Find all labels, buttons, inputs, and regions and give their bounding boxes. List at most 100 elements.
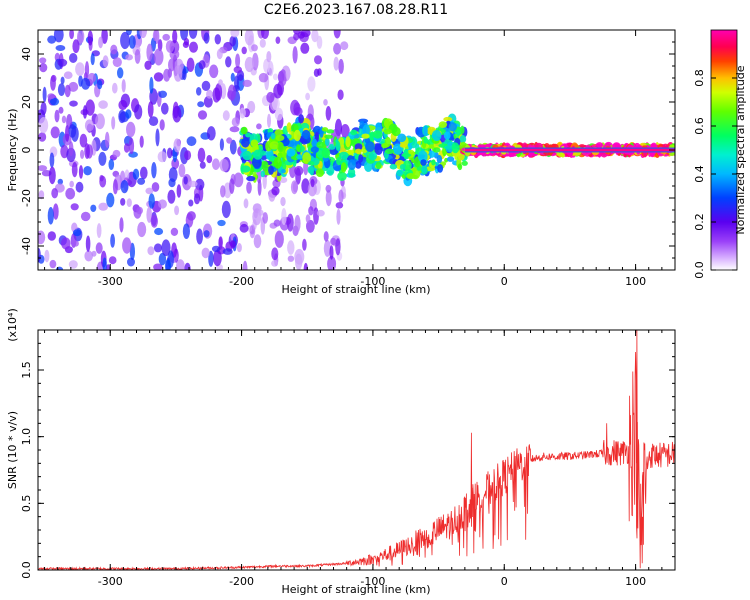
x-tick-label: -100 <box>360 275 385 288</box>
heatmap-cell <box>423 136 428 144</box>
heatmap-cell <box>99 175 107 188</box>
colorbar-frame <box>710 29 738 271</box>
spectrogram-x-label: Height of straight line (km) <box>281 283 430 296</box>
heatmap-cell <box>193 193 201 205</box>
heatmap-cell <box>338 189 344 204</box>
heatmap-cell <box>110 44 118 55</box>
heatmap-cell <box>229 35 236 47</box>
heatmap-cell <box>286 213 294 232</box>
heatmap-cell <box>329 245 334 260</box>
heatmap-cell <box>184 150 192 161</box>
heatmap-cell <box>234 75 239 91</box>
heatmap-cell <box>245 132 252 138</box>
heatmap-cell <box>64 84 71 98</box>
heatmap-cell <box>157 39 163 52</box>
heatmap-cell <box>118 99 128 111</box>
heatmap-cell <box>197 101 205 108</box>
heatmap-cell <box>69 100 78 107</box>
heatmap-cell <box>347 149 355 154</box>
heatmap-cell <box>68 141 74 157</box>
colorbar-tick-label: 0.6 <box>693 117 706 135</box>
heatmap-cell <box>197 147 206 163</box>
heatmap-cell <box>337 171 347 181</box>
heatmap-cell <box>316 209 325 217</box>
heatmap-cell <box>121 79 126 93</box>
heatmap-cell <box>355 161 362 169</box>
heatmap-cell <box>201 80 211 91</box>
heatmap-cell <box>244 56 255 73</box>
heatmap-cell <box>44 249 50 263</box>
snr-y-label: SNR (10 * v/v) <box>6 411 19 489</box>
colorbar: 0.0 0.2 0.4 0.6 0.8 Normalized spectral ampl… <box>693 29 747 279</box>
heatmap-cell <box>98 202 108 211</box>
heatmap-cell <box>48 166 56 185</box>
heatmap-cell <box>359 120 365 128</box>
heatmap-cell <box>70 203 79 211</box>
heatmap-cell <box>229 126 240 133</box>
heatmap-cell <box>241 137 250 148</box>
heatmap-cell <box>61 115 67 124</box>
heatmap-cell <box>163 68 171 82</box>
heatmap-cell <box>85 99 95 116</box>
heatmap-cell <box>268 165 274 175</box>
y-tick-label: 20 <box>20 95 33 109</box>
y-tick-label: -40 <box>20 237 33 255</box>
heatmap-cell <box>347 159 356 171</box>
heatmap-cell <box>323 99 328 106</box>
x-tick-label: 0 <box>501 575 508 588</box>
heatmap-cell <box>348 167 356 178</box>
snr-x-label: Height of straight line (km) <box>281 583 430 596</box>
heatmap-cell <box>61 237 71 250</box>
heatmap-cell <box>188 199 194 207</box>
heatmap-cell <box>39 57 47 64</box>
heatmap-cell <box>106 192 115 208</box>
heatmap-cell <box>270 132 276 140</box>
heatmap-cell <box>259 38 266 48</box>
heatmap-cell <box>102 55 109 68</box>
snr-series-line <box>38 330 675 570</box>
heatmap-cell <box>173 65 183 82</box>
heatmap-cell <box>337 89 344 101</box>
heatmap-cell <box>321 147 331 159</box>
heatmap-cell <box>266 51 272 63</box>
heatmap-cell <box>321 127 329 132</box>
heatmap-cell <box>120 31 130 50</box>
heatmap-cell <box>358 154 364 163</box>
heatmap-cell <box>298 114 304 124</box>
heatmap-cell <box>240 165 251 173</box>
heatmap-cell <box>111 116 116 130</box>
spectrogram-y-label: Frequency (Hz) <box>6 109 19 192</box>
snr-axes: -300 -200 -100 0 100 0.0 0.5 1.0 1.5 <box>20 330 676 588</box>
heatmap-cell <box>78 165 84 179</box>
heatmap-cell <box>49 97 60 106</box>
heatmap-cell <box>49 259 57 269</box>
heatmap-cell <box>456 129 462 137</box>
heatmap-cell <box>242 150 252 161</box>
heatmap-cell <box>420 159 427 166</box>
heatmap-cell <box>128 137 135 155</box>
heatmap-cell <box>230 30 240 38</box>
heatmap-cell <box>68 260 78 269</box>
figure-title: C2E6.2023.167.08.28.R11 <box>264 2 448 18</box>
heatmap-cell <box>123 143 130 153</box>
heatmap-cell <box>184 262 191 270</box>
heatmap-cell <box>335 140 341 151</box>
heatmap-cell <box>50 74 57 83</box>
heatmap-cell <box>325 189 332 207</box>
heatmap-cell <box>251 44 258 52</box>
heatmap-cell <box>98 36 104 49</box>
heatmap-cell <box>261 161 269 172</box>
heatmap-cell <box>65 187 76 200</box>
heatmap-cell <box>444 145 452 150</box>
heatmap-cell <box>350 129 358 136</box>
heatmap-cell <box>176 184 182 198</box>
heatmap-cell <box>150 214 158 228</box>
heatmap-cell <box>108 256 117 265</box>
heatmap-cell <box>324 134 334 139</box>
heatmap-cell <box>72 229 82 237</box>
heatmap-cell <box>53 30 64 43</box>
heatmap-cell <box>246 181 252 194</box>
heatmap-cell <box>451 142 460 154</box>
y-tick-label: 0 <box>20 147 33 154</box>
colorbar-tick-label: 0.8 <box>693 69 706 87</box>
